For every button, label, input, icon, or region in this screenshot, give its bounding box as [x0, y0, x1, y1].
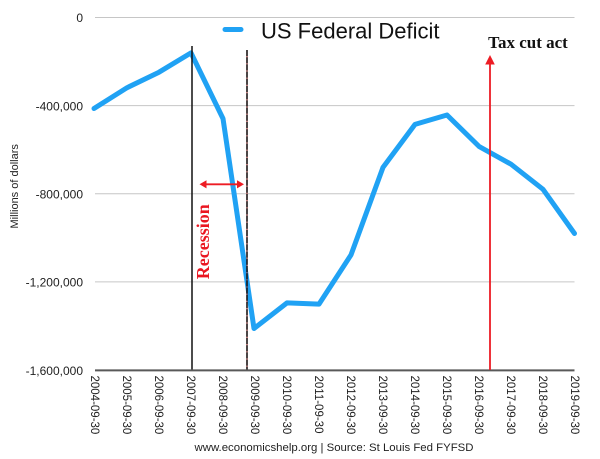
svg-text:2006-09-30: 2006-09-30 [152, 376, 164, 435]
svg-text:Tax cut act: Tax cut act [488, 33, 568, 52]
svg-text:2010-09-30: 2010-09-30 [280, 376, 292, 435]
svg-text:2004-09-30: 2004-09-30 [88, 376, 100, 435]
svg-text:2005-09-30: 2005-09-30 [120, 376, 132, 435]
svg-text:2016-09-30: 2016-09-30 [472, 376, 484, 435]
svg-text:Recession: Recession [193, 204, 213, 279]
svg-text:-1,600,000: -1,600,000 [26, 364, 84, 378]
svg-text:2017-09-30: 2017-09-30 [504, 376, 516, 435]
svg-text:2018-09-30: 2018-09-30 [536, 376, 548, 435]
svg-text:-1,200,000: -1,200,000 [26, 276, 84, 290]
svg-text:2019-09-30: 2019-09-30 [568, 376, 580, 435]
svg-text:US Federal Deficit: US Federal Deficit [261, 19, 440, 44]
svg-text:www.economicshelp.org | Source: www.economicshelp.org | Source: St Louis… [194, 442, 474, 454]
svg-text:2011-09-30: 2011-09-30 [312, 376, 324, 434]
svg-text:Millions of dollars: Millions of dollars [9, 144, 21, 229]
svg-text:2007-09-30: 2007-09-30 [184, 376, 196, 435]
svg-text:2009-09-30: 2009-09-30 [248, 376, 260, 435]
svg-text:2008-09-30: 2008-09-30 [216, 376, 228, 435]
svg-text:2014-09-30: 2014-09-30 [408, 376, 420, 435]
svg-text:2015-09-30: 2015-09-30 [440, 376, 452, 435]
svg-text:-800,000: -800,000 [36, 188, 84, 202]
svg-text:2012-09-30: 2012-09-30 [344, 376, 356, 435]
svg-text:-400,000: -400,000 [36, 99, 84, 113]
svg-text:0: 0 [76, 11, 83, 25]
svg-text:2013-09-30: 2013-09-30 [376, 376, 388, 435]
